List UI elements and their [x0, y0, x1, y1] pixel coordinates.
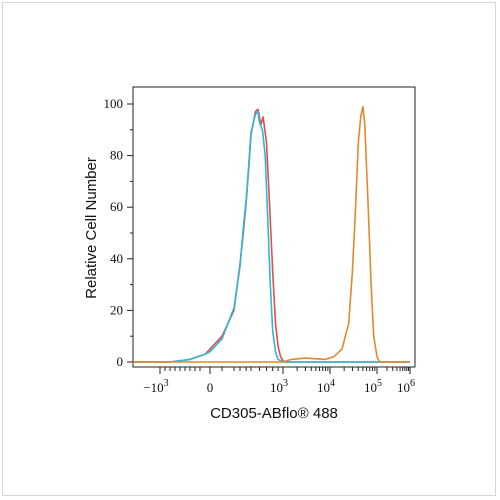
y-tick-label-60: 60	[110, 199, 123, 214]
y-axis: 0 20 40 60 80 100	[104, 96, 133, 369]
y-tick-label-40: 40	[110, 251, 123, 266]
y-tick-label-100: 100	[104, 96, 124, 111]
series-line-1	[133, 108, 410, 363]
y-tick-label-0: 0	[117, 354, 124, 369]
x-tick-label-3: 104	[317, 378, 335, 395]
x-tick-label-1: 0	[207, 380, 214, 395]
y-axis-title: Relative Cell Number	[83, 157, 100, 299]
plot-area	[132, 86, 416, 368]
x-axis: −103 0 103 104 105 106	[143, 367, 415, 395]
y-tick-label-80: 80	[110, 148, 123, 163]
x-tick-label-2: 103	[270, 378, 288, 395]
figure-frame	[2, 2, 496, 496]
series-line-3	[133, 105, 410, 363]
x-axis-title: CD305-ABflo® 488	[210, 405, 338, 422]
x-tick-label-5: 106	[397, 378, 415, 395]
y-tick-label-20: 20	[110, 302, 123, 317]
histogram-curves	[133, 105, 410, 363]
x-tick-label-4: 105	[364, 378, 382, 395]
x-tick-label-0: −103	[143, 378, 168, 395]
series-line-2	[133, 110, 410, 363]
